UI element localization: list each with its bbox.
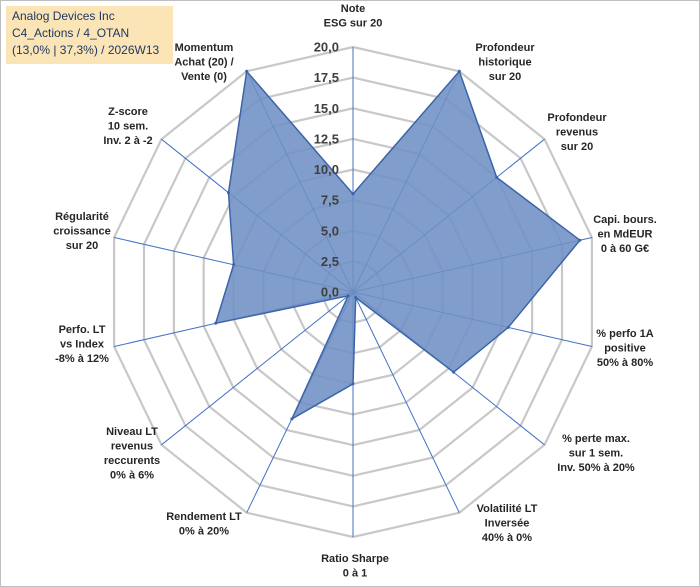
tick-label: 15,0 [314, 101, 339, 116]
axis-label-line: 0% à 6% [110, 470, 154, 482]
series-point [351, 382, 355, 386]
axis-label: % perte max. sur 1 sem. Inv. 50% à 20% [557, 433, 635, 474]
axis-label: Volatilité LT Inversée 40% à 0% [477, 503, 538, 544]
axis-label-line: Perfo. LT [59, 324, 106, 336]
portfolio-name: C4_Actions / 4_OTAN [12, 26, 130, 40]
axis-label: Profondeur historique sur 20 [475, 42, 535, 83]
axis-label-line: Vente (0) [181, 71, 227, 83]
tick-label: 12,5 [314, 131, 339, 146]
tick-label: 20,0 [314, 40, 339, 55]
axis-label: Capi. bours. en MdEUR 0 à 60 G€ [593, 214, 657, 255]
radar-series [214, 69, 582, 421]
info-box: Analog Devices Inc C4_Actions / 4_OTAN (… [6, 6, 173, 64]
axis-label-line: reccurents [104, 455, 160, 467]
tick-label: 5,0 [321, 223, 339, 238]
series-point [354, 296, 358, 299]
axis-label-line: Régularité [55, 211, 109, 223]
series-point [227, 191, 230, 195]
axis-label-line: 40% à 0% [482, 532, 532, 544]
axis-label-line: positive [604, 343, 646, 355]
series-point [290, 417, 294, 421]
axis-label: % perfo 1A positive 50% à 80% [596, 328, 654, 369]
tick-label: 0,0 [321, 285, 339, 300]
axis-label-line: sur 1 sem. [569, 448, 623, 460]
axis-label-line: Achat (20) / [174, 57, 233, 69]
axis-label-line: -8% à 12% [55, 353, 109, 365]
axis-label-line: Ratio Sharpe [321, 553, 389, 565]
series-point [457, 69, 461, 73]
portfolio-stats: (13,0% | 37,3%) / 2026W13 [12, 43, 160, 57]
tick-label: 7,5 [321, 193, 339, 208]
axis-label-line: Inv. 50% à 20% [557, 462, 635, 474]
series-point [346, 294, 350, 298]
series-point [495, 175, 499, 179]
axis-label-line: 0 à 60 G€ [601, 243, 649, 255]
axis-spoke [161, 291, 354, 446]
company-name: Analog Devices Inc [12, 9, 115, 23]
series-point [214, 321, 218, 325]
series-point [506, 325, 510, 329]
axis-label-line: Note [341, 3, 365, 15]
axis-label-line: Inv. 2 à -2 [103, 135, 152, 147]
axis-label-line: Z-score [108, 106, 148, 118]
axis-label: Niveau LT revenus reccurents 0% à 6% [104, 426, 160, 482]
axis-label-line: Niveau LT [106, 426, 158, 438]
radar-axis-labels: Note ESG sur 20 Profondeur historique sur 20… [53, 3, 657, 580]
series-point [351, 192, 355, 196]
axis-label-line: 50% à 80% [597, 357, 653, 369]
axis-label-line: % perte max. [562, 433, 630, 445]
axis-label-line: 0 à 1 [343, 568, 367, 580]
axis-label: Z-score 10 sem. Inv. 2 à -2 [103, 106, 152, 147]
tick-label: 2,5 [321, 254, 339, 269]
axis-label-line: Capi. bours. [593, 214, 657, 226]
axis-label-line: revenus [111, 441, 153, 453]
axis-label-line: revenus [556, 127, 598, 139]
axis-label: Rendement LT 0% à 20% [166, 511, 242, 538]
series-point [452, 370, 456, 374]
axis-label-line: sur 20 [489, 71, 521, 83]
axis-label-line: croissance [53, 226, 110, 238]
series-point [578, 238, 582, 242]
series-point [245, 69, 249, 73]
series-point [232, 263, 236, 267]
axis-label-line: en MdEUR [598, 229, 653, 241]
axis-label-line: Momentum [175, 42, 234, 54]
tick-label: 10,0 [314, 162, 339, 177]
axis-label: Profondeur revenus sur 20 [547, 112, 607, 153]
axis-label: Perfo. LT vs Index -8% à 12% [55, 324, 109, 365]
axis-label-line: Rendement LT [166, 511, 242, 523]
axis-label: Ratio Sharpe 0 à 1 [321, 553, 389, 580]
tick-label: 17,5 [314, 70, 339, 85]
axis-label-line: Profondeur [547, 112, 607, 124]
axis-label-line: sur 20 [66, 240, 98, 252]
radar-tick-labels: 0,0 2,5 5,0 7,5 10,0 12,5 15,0 17,5 20,0 [314, 40, 339, 300]
axis-label-line: Inversée [485, 518, 530, 530]
axis-spoke [352, 291, 460, 513]
axis-label: Régularité croissance sur 20 [53, 211, 110, 252]
axis-label: Momentum Achat (20) / Vente (0) [174, 42, 233, 83]
axis-label-line: % perfo 1A [596, 328, 654, 340]
axis-label: Note ESG sur 20 [324, 3, 383, 30]
axis-label-line: 10 sem. [108, 121, 148, 133]
axis-label-line: 0% à 20% [179, 526, 229, 538]
axis-label-line: sur 20 [561, 141, 593, 153]
axis-label-line: historique [478, 57, 531, 69]
axis-label-line: vs Index [60, 339, 105, 351]
axis-label-line: Volatilité LT [477, 503, 538, 515]
axis-label-line: Profondeur [475, 42, 535, 54]
axis-label-line: ESG sur 20 [324, 18, 383, 30]
